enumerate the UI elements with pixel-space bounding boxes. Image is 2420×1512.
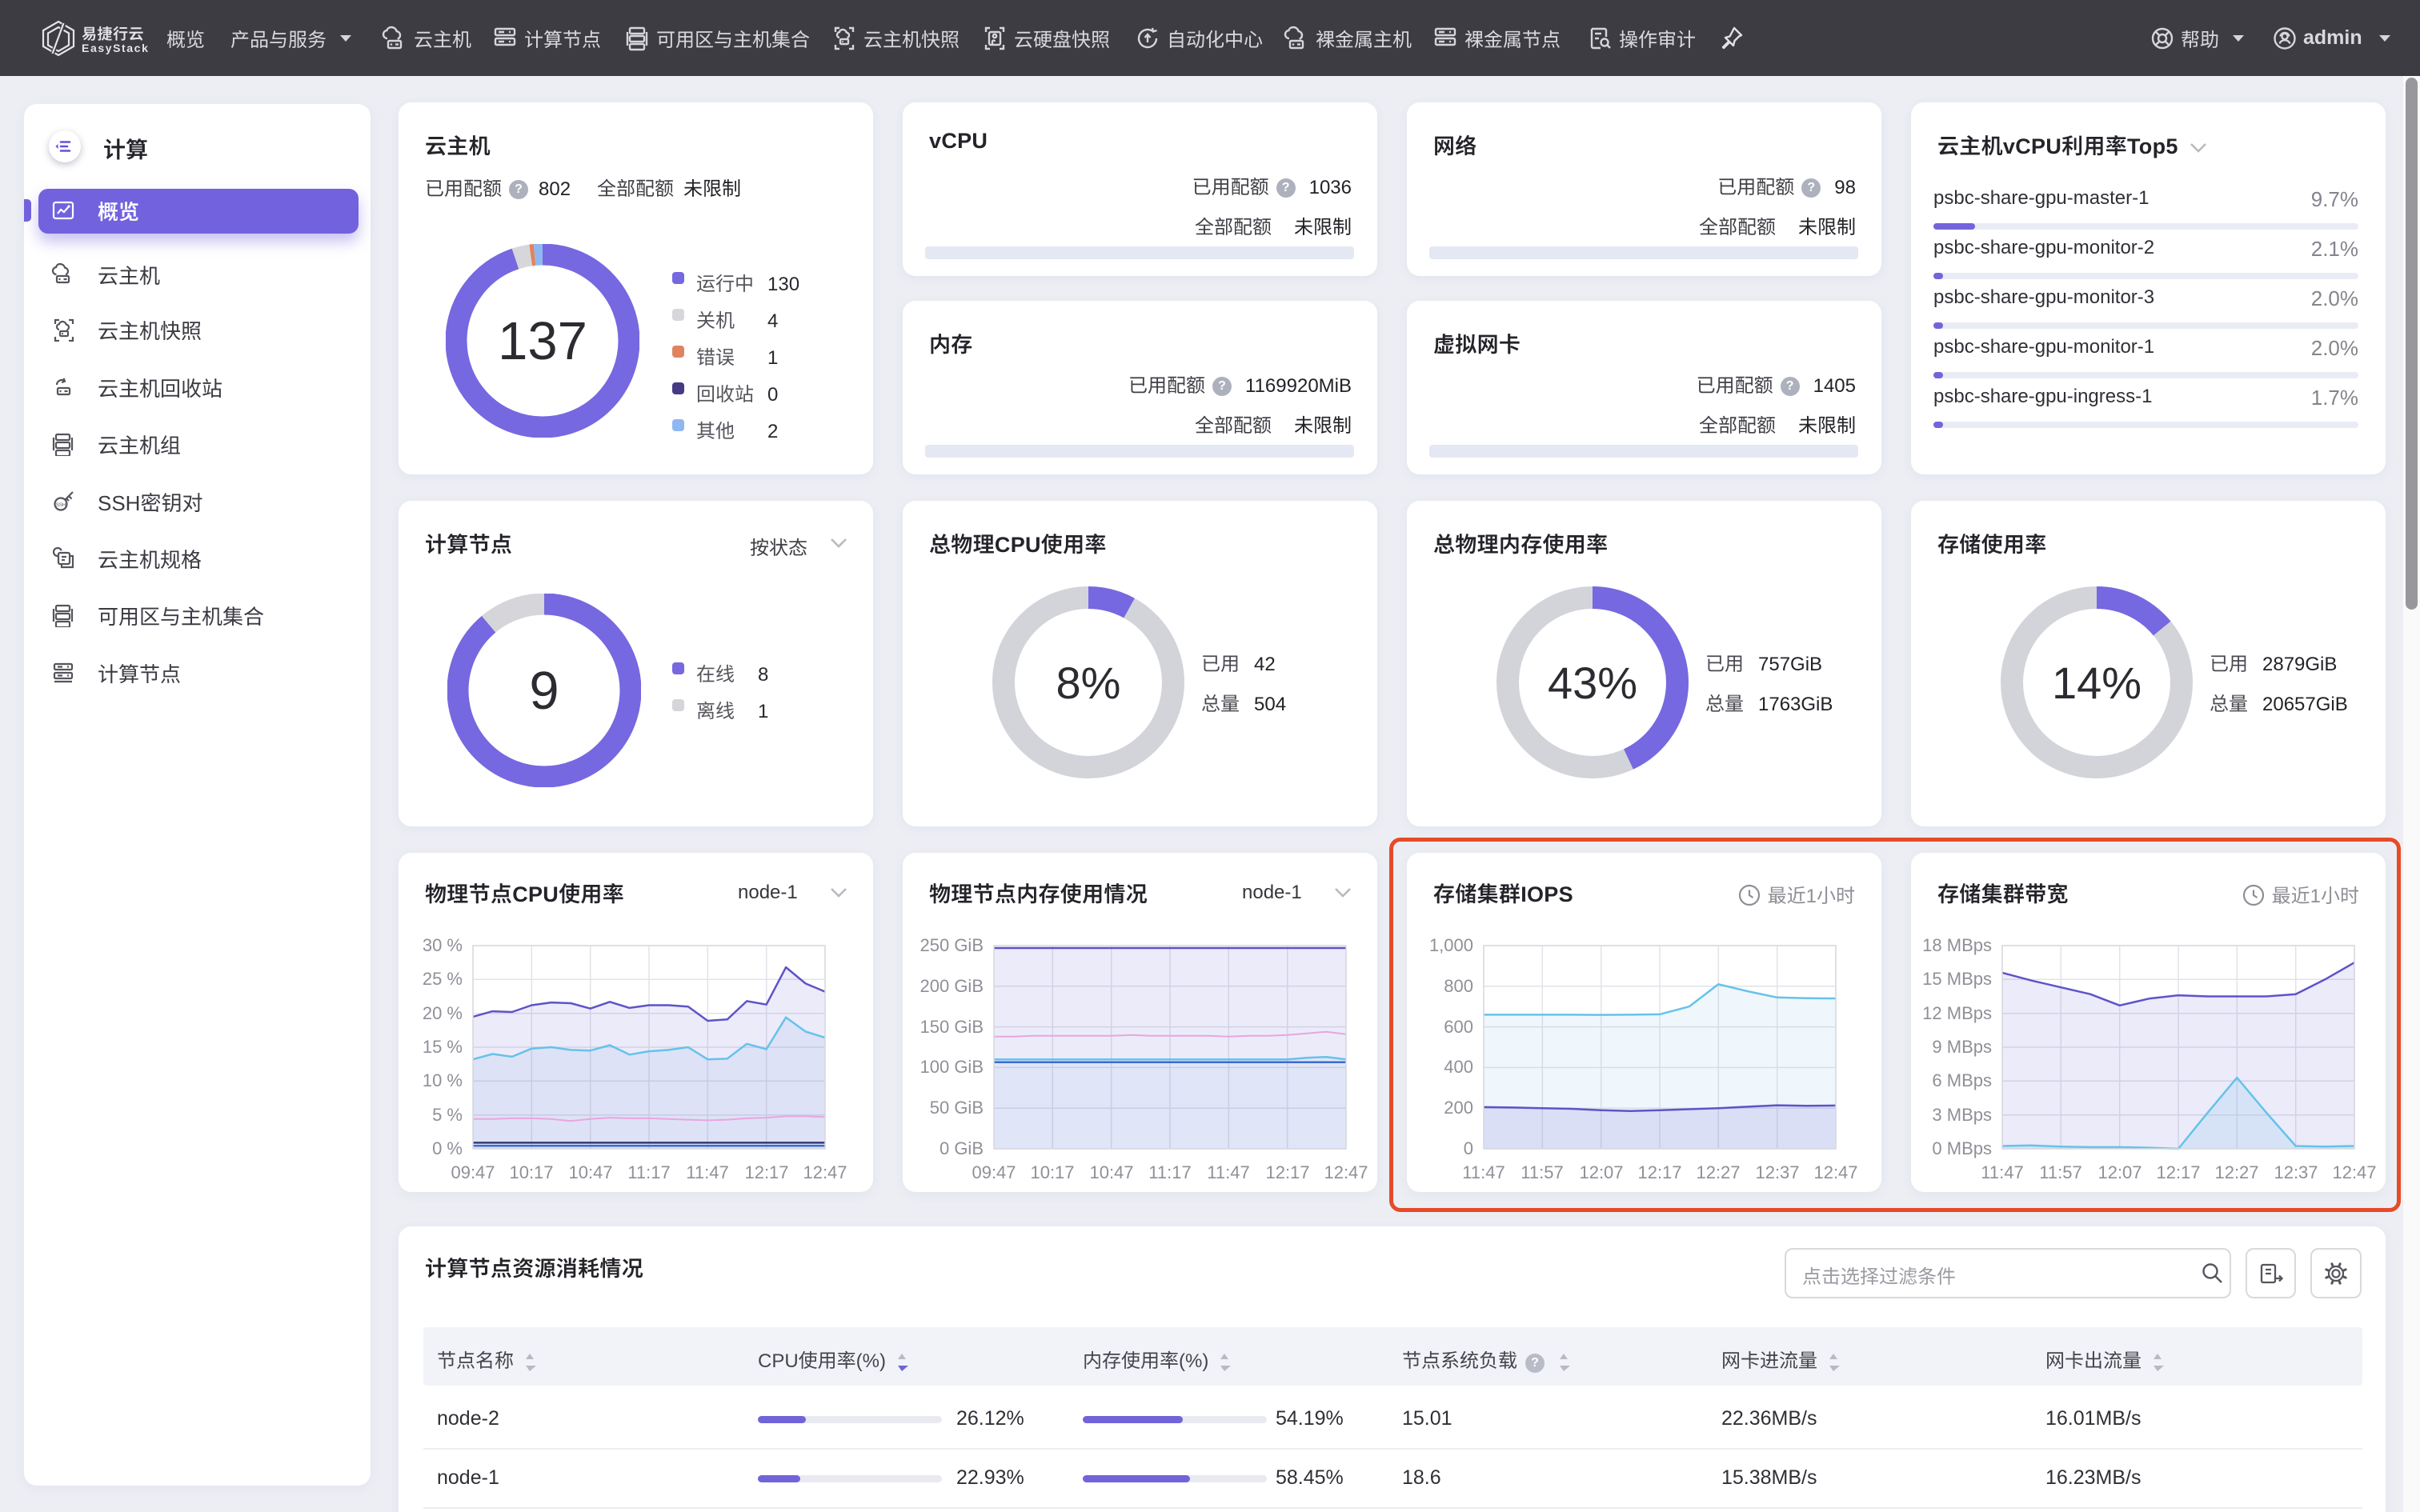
svg-text:SSH: SSH [56,503,66,508]
